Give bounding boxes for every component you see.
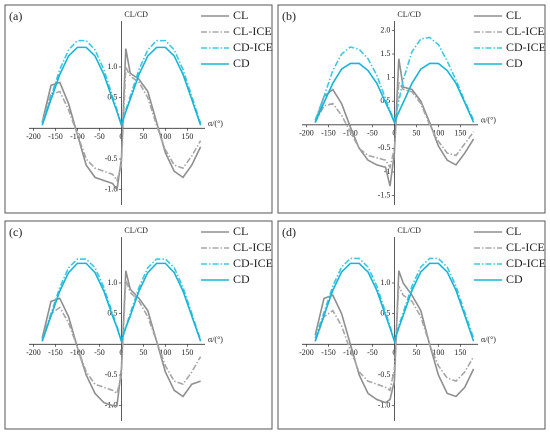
series-line (41, 48, 202, 192)
x-tick-label: -200 (26, 348, 41, 357)
x-tick-label: -200 (299, 129, 314, 138)
legend-label: CL (506, 224, 521, 238)
x-axis-label: α/(°) (208, 335, 223, 344)
panel-label: (b) (282, 9, 296, 23)
x-tick-label: 50 (139, 348, 147, 357)
panel-frame (277, 220, 546, 430)
y-tick-label: -1.0 (378, 400, 391, 409)
y-tick-label: 0.5 (107, 308, 117, 317)
legend-label: CD-ICE (233, 40, 273, 54)
x-tick-label: 150 (454, 129, 466, 138)
legend-label: CD-ICE (233, 256, 273, 270)
legend-label: CD-ICE (506, 256, 546, 270)
x-tick-label: -200 (26, 132, 41, 141)
panel-label: (d) (282, 225, 296, 239)
y-axis-label: CL/CD (124, 226, 148, 235)
legend-label: CL (233, 8, 248, 22)
x-tick-label: -50 (367, 129, 378, 138)
y-tick-label: 1.0 (380, 278, 390, 287)
y-tick-label: 1 (386, 72, 390, 81)
legend-label: CD (233, 272, 250, 286)
x-tick-label: 100 (432, 129, 444, 138)
x-tick-label: -50 (367, 348, 378, 357)
x-tick-label: 150 (181, 132, 193, 141)
legend-label: CL (506, 8, 521, 22)
series-line (314, 262, 475, 344)
y-tick-label: 1.5 (380, 49, 390, 58)
panel-label: (c) (9, 225, 22, 239)
y-tick-label: -0.5 (105, 370, 118, 379)
x-tick-label: 100 (159, 348, 171, 357)
legend-label: CD (506, 56, 523, 70)
x-tick-label: -150 (48, 348, 63, 357)
y-tick-label: -1.5 (378, 190, 391, 199)
panel-frame (4, 4, 273, 214)
y-tick-label: 1.0 (107, 62, 117, 71)
x-tick-label: 100 (432, 348, 444, 357)
legend-label: CL (233, 224, 248, 238)
series-line (41, 262, 202, 344)
series-line (314, 36, 475, 124)
y-tick-label: 2.0 (380, 25, 390, 34)
x-tick-label: -50 (94, 132, 105, 141)
x-tick-label: 0 (392, 129, 396, 138)
legend-label: CD (506, 272, 523, 286)
x-tick-label: -50 (94, 348, 105, 357)
x-tick-label: -150 (321, 348, 336, 357)
series-line (314, 285, 475, 392)
series-line (41, 39, 202, 128)
x-axis-label: α/(°) (481, 116, 496, 125)
y-tick-label: 1.0 (107, 278, 117, 287)
y-axis-label: CL/CD (397, 226, 421, 235)
legend-label: CD-ICE (506, 40, 546, 54)
series-line (41, 279, 202, 395)
y-axis-label: CL/CD (397, 10, 421, 19)
series-line (41, 66, 202, 183)
y-tick-label: -0.5 (378, 370, 391, 379)
series-line (314, 58, 475, 187)
x-tick-label: 150 (181, 348, 193, 357)
series-line (41, 46, 202, 128)
x-tick-label: 100 (159, 132, 171, 141)
series-line (314, 62, 475, 125)
y-tick-label: -0.5 (378, 143, 391, 152)
x-tick-label: -100 (343, 348, 358, 357)
y-tick-label: -1.0 (105, 184, 118, 193)
legend-label: CD (233, 56, 250, 70)
x-tick-label: -150 (321, 129, 336, 138)
x-tick-label: 0 (119, 132, 123, 141)
x-tick-label: -100 (70, 348, 85, 357)
y-tick-label: -0.5 (105, 154, 118, 163)
legend-label: CL-ICE (506, 24, 545, 38)
panel-frame (4, 220, 273, 430)
panel-frame (277, 4, 546, 214)
series-line (314, 79, 475, 170)
x-axis-label: α/(°) (208, 119, 223, 128)
x-tick-label: 0 (392, 348, 396, 357)
x-tick-label: 50 (412, 348, 420, 357)
y-axis-label: CL/CD (124, 10, 148, 19)
series-line (314, 270, 475, 404)
legend-label: CL-ICE (233, 240, 272, 254)
x-tick-label: -200 (299, 348, 314, 357)
legend-label: CL-ICE (233, 24, 272, 38)
x-tick-label: 150 (454, 348, 466, 357)
x-tick-label: 50 (412, 129, 420, 138)
panel-label: (a) (9, 9, 22, 23)
x-tick-label: 50 (139, 132, 147, 141)
x-axis-label: α/(°) (481, 335, 496, 344)
legend-label: CL-ICE (506, 240, 545, 254)
x-tick-label: -150 (48, 132, 63, 141)
